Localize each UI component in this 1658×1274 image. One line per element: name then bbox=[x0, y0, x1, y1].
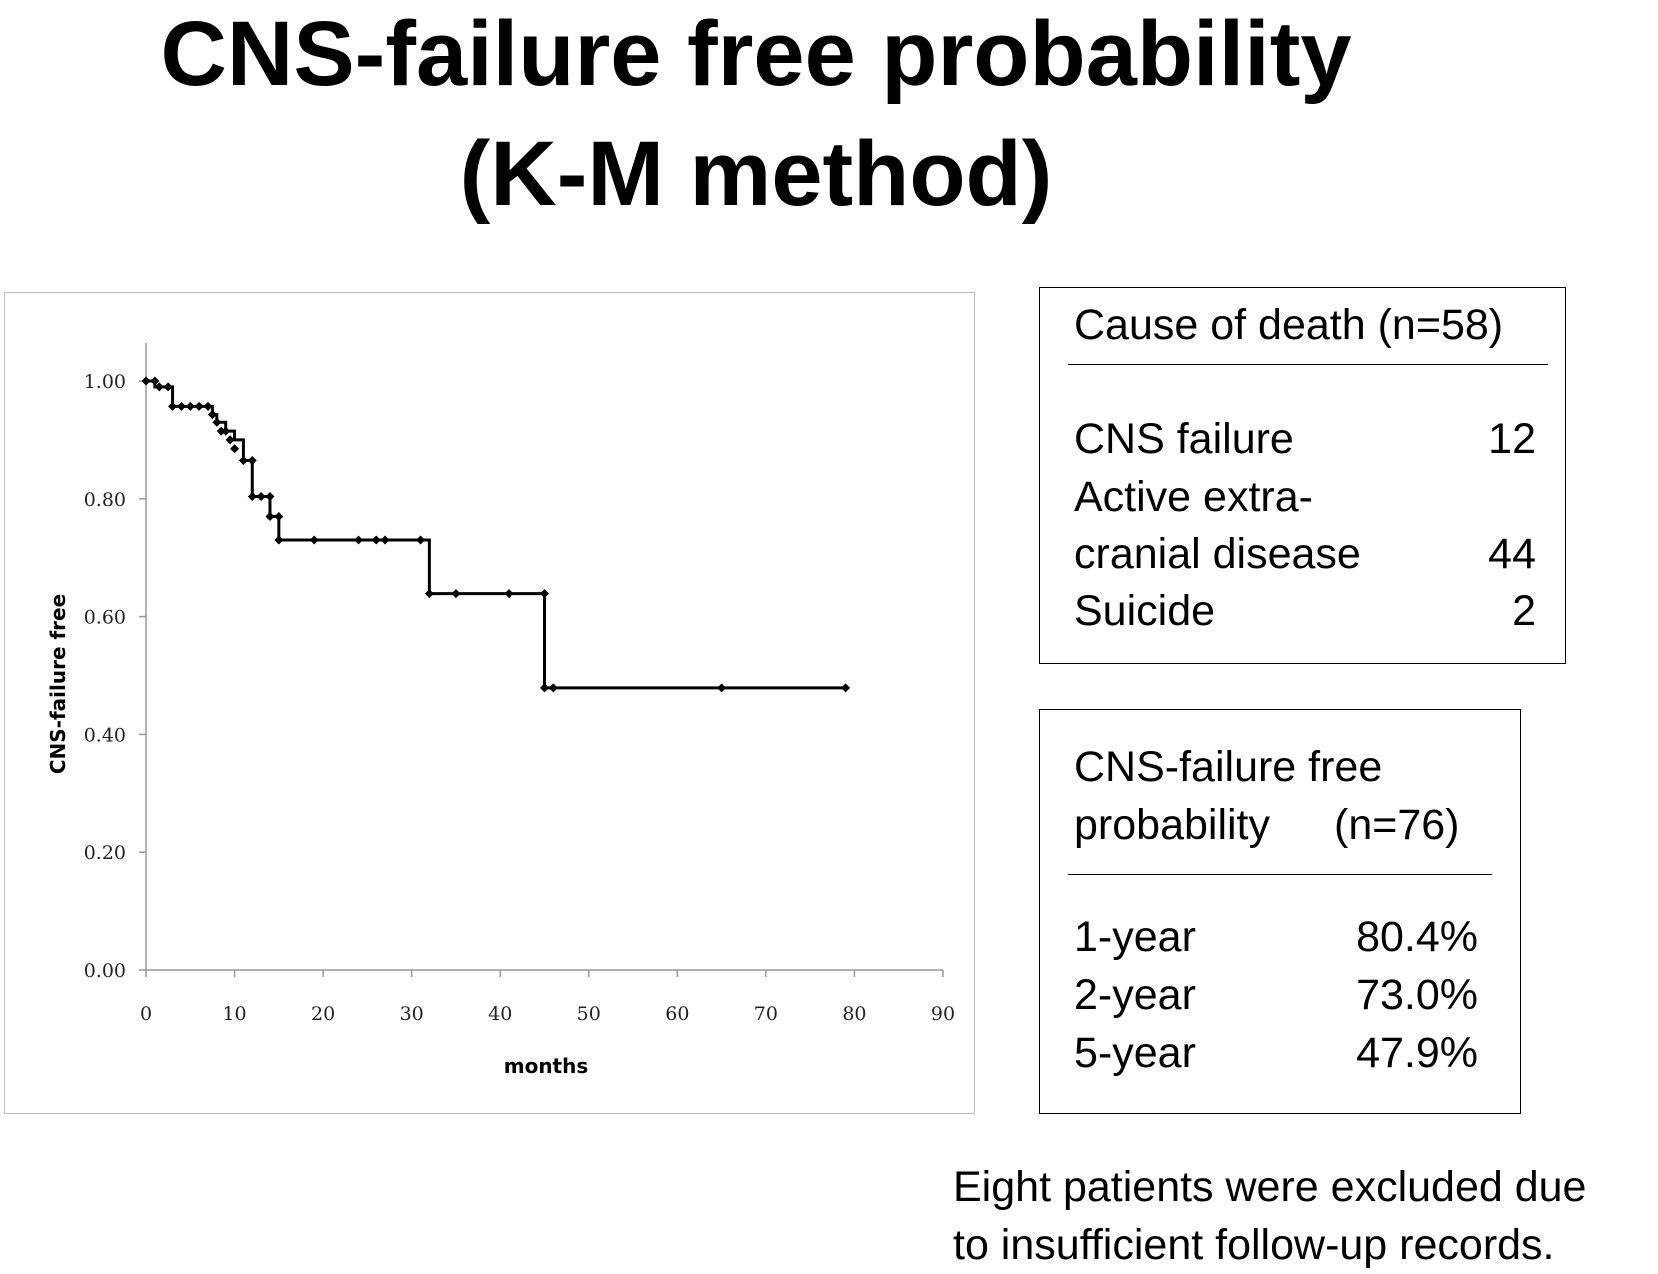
censor-marker bbox=[238, 456, 248, 466]
x-tick-label: 30 bbox=[400, 1003, 424, 1025]
censor-marker bbox=[424, 589, 434, 599]
y-tick-label: 0.80 bbox=[84, 489, 126, 511]
prob-value: 80.4% bbox=[1356, 913, 1478, 961]
censor-marker bbox=[185, 401, 195, 411]
censor-marker bbox=[504, 589, 514, 599]
y-axis-label: CNS-failure free bbox=[46, 594, 70, 774]
heading-divider bbox=[1068, 364, 1548, 365]
probability-heading-line1: CNS-failure free bbox=[1074, 743, 1383, 791]
cause-label: CNS failure bbox=[1074, 415, 1294, 463]
prob-value: 73.0% bbox=[1356, 971, 1478, 1019]
censor-marker bbox=[168, 401, 178, 411]
censor-marker bbox=[841, 683, 851, 693]
x-tick-label: 20 bbox=[311, 1003, 335, 1025]
y-tick-label: 0.00 bbox=[84, 960, 126, 982]
censor-marker bbox=[540, 683, 549, 693]
km-plot: 0.00 0.20 0.40 0.60 0.80 1.00 0 10 20 30 40 50 60 70… bbox=[46, 343, 955, 1078]
chart-axes bbox=[145, 343, 943, 971]
x-axis-label: months bbox=[504, 1054, 589, 1078]
footnote-line2: to insufficient follow-up records. bbox=[953, 1221, 1555, 1269]
probability-n: (n=76) bbox=[1334, 801, 1460, 849]
cause-value: 12 bbox=[1488, 415, 1536, 463]
x-tick-label: 0 bbox=[140, 1003, 152, 1025]
footnote-line1: Eight patients were excluded due bbox=[953, 1163, 1587, 1211]
cause-value: 2 bbox=[1512, 587, 1536, 635]
prob-value: 47.9% bbox=[1356, 1029, 1478, 1077]
censor-marker bbox=[265, 511, 275, 521]
censor-marker bbox=[203, 401, 213, 411]
censor-marker bbox=[256, 491, 266, 501]
censor-marker bbox=[141, 376, 151, 386]
censor-marker bbox=[354, 535, 364, 545]
censor-marker bbox=[247, 491, 257, 501]
censor-marker bbox=[194, 401, 204, 411]
y-tick-label: 0.40 bbox=[84, 724, 126, 746]
y-axis-ticks: 0.00 0.20 0.40 0.60 0.80 1.00 bbox=[84, 371, 146, 982]
x-axis-ticks: 0 10 20 30 40 50 60 70 80 90 bbox=[140, 970, 955, 1025]
censor-marker bbox=[207, 410, 217, 420]
cause-label: Active extra- bbox=[1074, 473, 1313, 521]
cause-label: Suicide bbox=[1074, 587, 1216, 635]
probability-heading-line2: probability bbox=[1074, 801, 1270, 849]
heading-divider bbox=[1068, 874, 1492, 875]
x-tick-label: 40 bbox=[488, 1003, 512, 1025]
page-title-line1: CNS-failure free probability bbox=[160, 3, 1352, 105]
censor-markers bbox=[141, 376, 851, 693]
censor-marker bbox=[380, 535, 390, 545]
censor-marker bbox=[154, 382, 164, 392]
censor-marker bbox=[163, 382, 173, 392]
censor-marker bbox=[451, 589, 461, 599]
y-tick-label: 0.20 bbox=[84, 842, 126, 864]
censor-marker bbox=[225, 435, 235, 445]
prob-label: 1-year bbox=[1074, 913, 1196, 961]
x-tick-label: 80 bbox=[842, 1003, 866, 1025]
cause-of-death-box: Cause of death (n=58) CNS failure 12 Act… bbox=[1039, 287, 1566, 664]
cause-of-death-heading: Cause of death (n=58) bbox=[1074, 301, 1504, 349]
page-title-line2: (K-M method) bbox=[459, 123, 1053, 225]
prob-label: 2-year bbox=[1074, 971, 1196, 1019]
censor-marker bbox=[212, 417, 222, 427]
censor-marker bbox=[371, 535, 381, 545]
censor-marker bbox=[176, 401, 186, 411]
prob-label: 5-year bbox=[1074, 1029, 1196, 1077]
y-tick-label: 1.00 bbox=[84, 371, 126, 393]
cause-value: 44 bbox=[1488, 530, 1536, 578]
censor-marker bbox=[416, 535, 426, 545]
censor-marker bbox=[540, 589, 549, 599]
censor-marker bbox=[150, 376, 160, 386]
x-tick-label: 60 bbox=[665, 1003, 689, 1025]
censor-marker bbox=[274, 535, 284, 545]
x-tick-label: 70 bbox=[754, 1003, 778, 1025]
x-tick-label: 50 bbox=[577, 1003, 601, 1025]
survival-step-line bbox=[146, 379, 846, 690]
x-tick-label: 90 bbox=[931, 1003, 955, 1025]
censor-marker bbox=[548, 683, 558, 693]
censor-marker bbox=[221, 426, 231, 436]
km-chart: 0.00 0.20 0.40 0.60 0.80 1.00 0 10 20 30 40 50 60 70… bbox=[4, 292, 975, 1114]
y-tick-label: 0.60 bbox=[84, 607, 126, 629]
censor-marker bbox=[247, 456, 257, 466]
probability-box: CNS-failure free probability (n=76) 1-ye… bbox=[1039, 709, 1521, 1114]
censor-marker bbox=[274, 511, 284, 521]
censor-marker bbox=[265, 491, 275, 501]
censor-marker bbox=[717, 683, 727, 693]
x-tick-label: 10 bbox=[222, 1003, 246, 1025]
footnote: Eight patients were excluded due to insu… bbox=[953, 1158, 1586, 1274]
censor-marker bbox=[230, 444, 240, 454]
censor-marker bbox=[309, 535, 319, 545]
cause-label: cranial disease bbox=[1074, 530, 1361, 578]
